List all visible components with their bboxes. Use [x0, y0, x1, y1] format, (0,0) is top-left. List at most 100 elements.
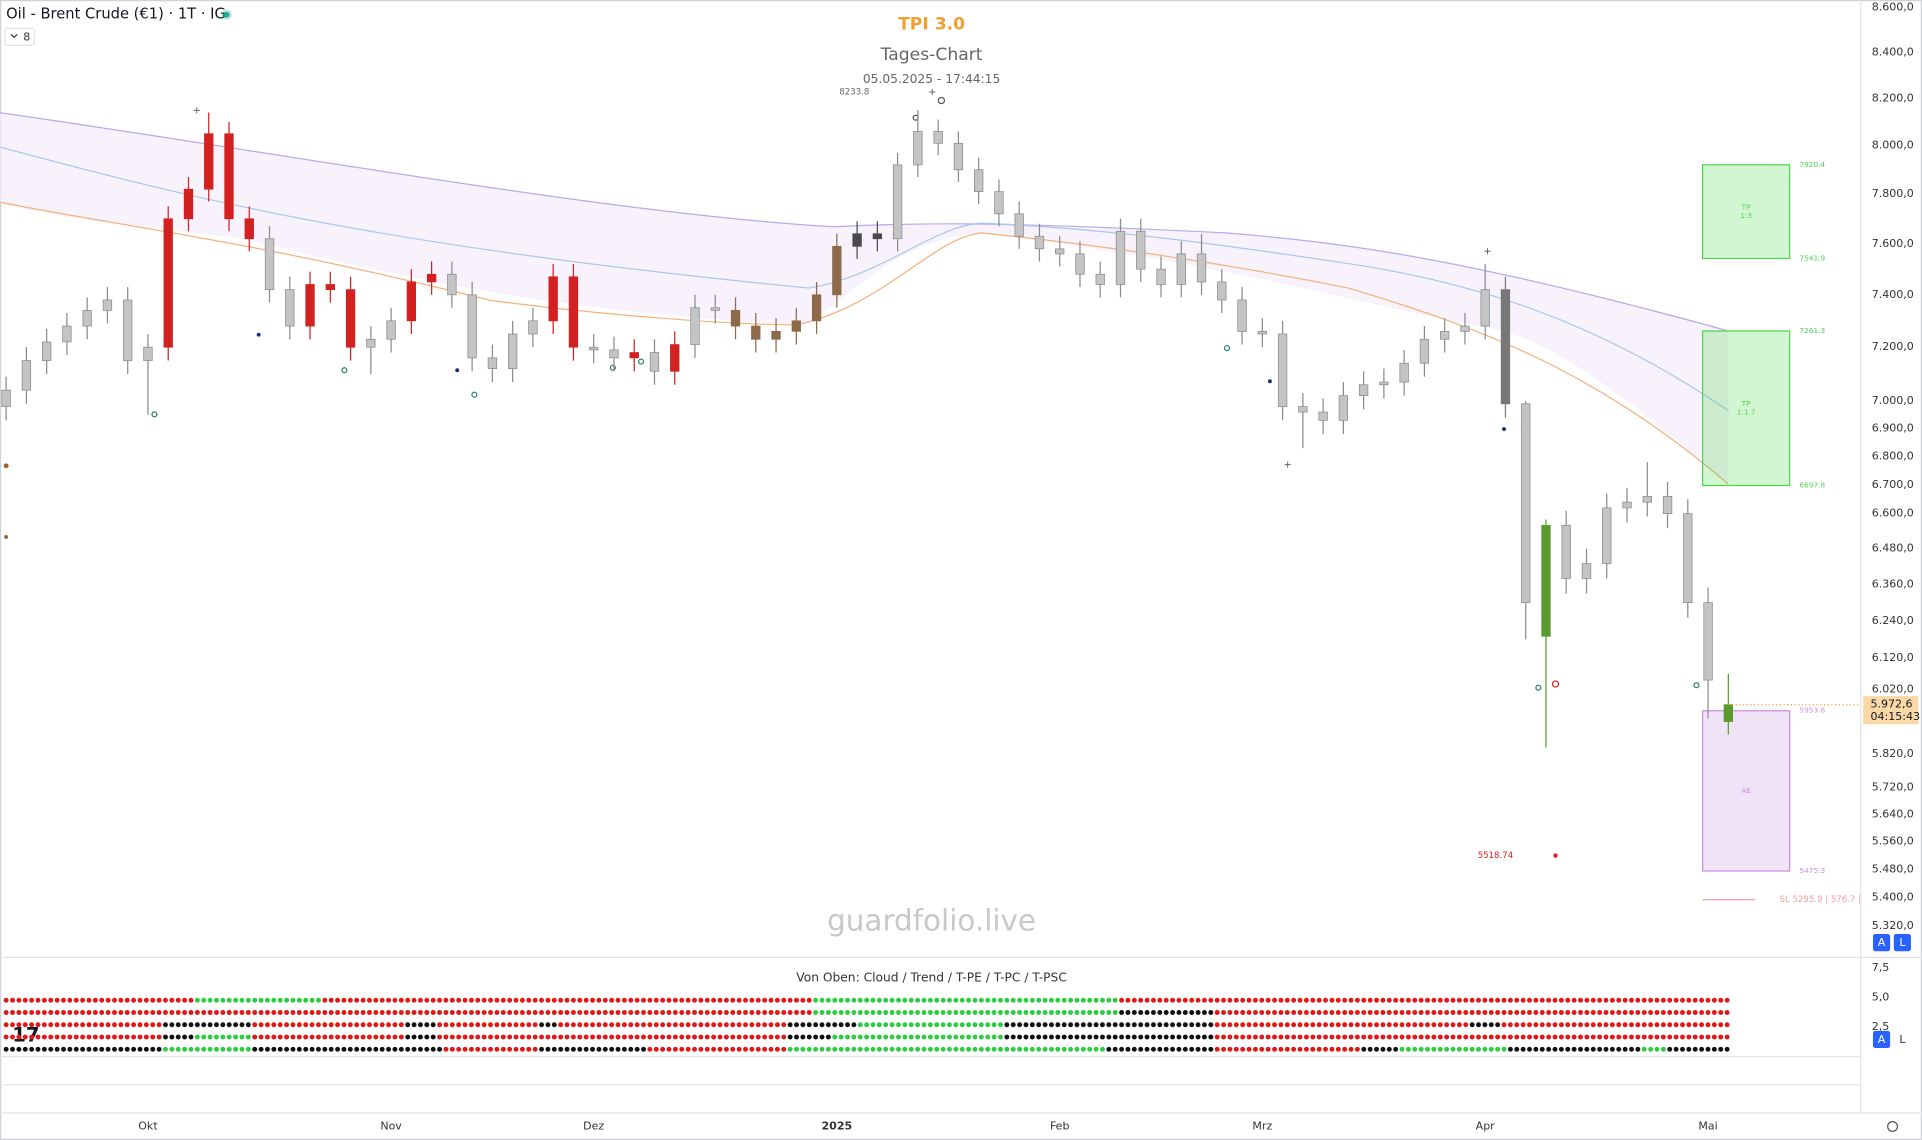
status-dot — [1272, 1022, 1278, 1028]
status-dot — [825, 1046, 831, 1052]
status-dot — [1635, 1010, 1641, 1015]
status-dot — [35, 1034, 41, 1040]
collapse-button[interactable] — [4, 27, 35, 46]
status-dot — [163, 1034, 168, 1040]
status-dot — [1380, 1034, 1386, 1040]
status-dot — [456, 1010, 462, 1015]
status-dot — [908, 1010, 914, 1015]
status-dot — [883, 1034, 889, 1040]
status-dot — [1144, 1022, 1150, 1028]
status-dot — [551, 1046, 557, 1052]
status-dot — [239, 1046, 245, 1052]
status-dot — [3, 1010, 9, 1015]
status-dot — [10, 997, 15, 1003]
y-tick-label: 8.200,0 — [1872, 91, 1914, 104]
status-dot — [1444, 1010, 1450, 1015]
status-dot — [1157, 1046, 1163, 1052]
status-dot — [711, 1010, 717, 1015]
status-dot — [825, 1034, 831, 1040]
status-dot — [105, 997, 111, 1003]
status-dot — [360, 997, 366, 1003]
status-dot — [558, 997, 564, 1003]
candle-body — [609, 349, 619, 359]
status-dot — [583, 1010, 589, 1015]
status-dot — [1335, 1010, 1341, 1015]
status-dot — [1163, 1046, 1169, 1052]
status-dot — [175, 997, 181, 1003]
status-dot — [934, 1010, 940, 1015]
status-dot — [787, 997, 793, 1003]
status-dot — [1565, 997, 1571, 1003]
status-dot — [991, 1010, 997, 1015]
auto-scale-button[interactable] — [1872, 1030, 1891, 1049]
status-dot — [647, 1034, 653, 1040]
status-dot — [1539, 1034, 1545, 1040]
status-dot — [857, 1010, 863, 1015]
status-dot — [781, 1022, 787, 1028]
status-dot — [437, 1034, 443, 1040]
status-dot — [494, 1034, 500, 1040]
status-dot — [845, 997, 850, 1003]
status-dot — [239, 1010, 245, 1015]
status-dot — [972, 997, 978, 1003]
status-dot — [1278, 1010, 1284, 1015]
status-dot — [966, 997, 972, 1003]
status-dot — [1036, 1010, 1042, 1015]
status-dot — [156, 1022, 162, 1028]
status-dot — [1456, 1046, 1462, 1052]
status-dot — [794, 1010, 799, 1015]
status-dot — [774, 1046, 780, 1052]
status-dot — [653, 1034, 659, 1040]
status-dot — [475, 1034, 481, 1040]
status-dot — [532, 997, 538, 1003]
log-scale-button[interactable] — [1893, 934, 1911, 952]
candle-body — [366, 338, 376, 348]
status-dot — [1711, 997, 1717, 1003]
status-dot — [551, 1034, 557, 1040]
status-dot — [1150, 1046, 1156, 1052]
status-dot — [1431, 1046, 1437, 1052]
status-dot — [411, 1022, 417, 1028]
status-dot — [1660, 1034, 1666, 1040]
status-dot — [1437, 1034, 1443, 1040]
status-dot — [634, 997, 640, 1003]
status-dot — [1527, 1046, 1532, 1052]
status-dot — [1259, 1034, 1265, 1040]
status-dot — [182, 997, 188, 1003]
status-dot — [1476, 1034, 1481, 1040]
status-dot — [768, 1034, 774, 1040]
status-dot — [290, 997, 296, 1003]
status-dot — [692, 1010, 697, 1015]
button-label[interactable]: L — [1899, 1033, 1906, 1046]
status-dot — [124, 1010, 130, 1015]
status-dot — [1699, 1010, 1705, 1015]
status-dot — [1335, 1046, 1341, 1052]
status-dot — [424, 1034, 430, 1040]
status-dot — [1272, 997, 1278, 1003]
status-dot — [1603, 997, 1609, 1003]
y-tick-label: 7.600,0 — [1872, 237, 1914, 250]
status-dot — [118, 1010, 124, 1015]
status-dot — [1278, 1034, 1284, 1040]
auto-scale-button[interactable] — [1872, 934, 1891, 952]
status-dot — [609, 997, 615, 1003]
status-dot — [1692, 997, 1698, 1003]
status-dot — [889, 1046, 895, 1052]
status-dot — [1520, 1010, 1526, 1015]
status-dot — [679, 997, 685, 1003]
status-dot — [1227, 1046, 1233, 1052]
status-dot — [1278, 1046, 1284, 1052]
status-dot — [1144, 1010, 1150, 1015]
status-dot — [947, 1022, 952, 1028]
status-dot — [1488, 997, 1494, 1003]
status-dot — [1316, 1046, 1322, 1052]
settings-icon[interactable] — [1887, 1120, 1899, 1133]
status-dot — [519, 1010, 525, 1015]
status-dot — [921, 997, 927, 1003]
status-dot — [940, 1046, 946, 1052]
status-dot — [1456, 1022, 1462, 1028]
zone-text: 1:1.7 — [1737, 408, 1756, 417]
status-dot — [137, 1046, 143, 1052]
status-dot — [934, 997, 940, 1003]
